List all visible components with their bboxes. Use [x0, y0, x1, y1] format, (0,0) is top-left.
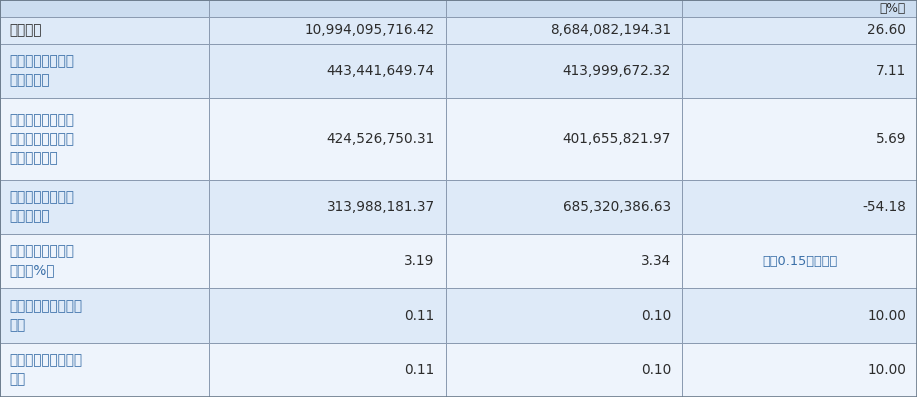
- Bar: [0, 98, 209, 180]
- Bar: [446, 234, 682, 288]
- Bar: [0, 17, 209, 44]
- Text: 10.00: 10.00: [867, 363, 906, 377]
- Bar: [0, 44, 209, 98]
- Bar: [0, 234, 209, 288]
- Bar: [682, 180, 917, 234]
- Text: 443,441,649.74: 443,441,649.74: [326, 64, 435, 78]
- Bar: [209, 288, 446, 343]
- Text: 5.69: 5.69: [876, 132, 906, 146]
- Text: 424,526,750.31: 424,526,750.31: [326, 132, 435, 146]
- Bar: [446, 288, 682, 343]
- Bar: [682, 98, 917, 180]
- Text: 0.11: 0.11: [404, 363, 435, 377]
- Bar: [446, 0, 682, 17]
- Bar: [446, 98, 682, 180]
- Bar: [682, 288, 917, 343]
- Bar: [682, 0, 917, 17]
- Text: 归属于上市公司股
东的扣除非经常性
损益的净利润: 归属于上市公司股 东的扣除非经常性 损益的净利润: [9, 113, 74, 165]
- Text: 基本每股收益（元／
股）: 基本每股收益（元／ 股）: [9, 299, 83, 332]
- Text: 0.11: 0.11: [404, 308, 435, 322]
- Text: -54.18: -54.18: [862, 200, 906, 214]
- Text: 0.10: 0.10: [641, 363, 671, 377]
- Bar: [446, 44, 682, 98]
- Bar: [0, 0, 209, 17]
- Bar: [209, 234, 446, 288]
- Text: 加权平均净资产收
益率（%）: 加权平均净资产收 益率（%）: [9, 245, 74, 278]
- Bar: [209, 0, 446, 17]
- Text: 稀释每股收益（元／
股）: 稀释每股收益（元／ 股）: [9, 353, 83, 386]
- Text: 26.60: 26.60: [867, 23, 906, 37]
- Text: 413,999,672.32: 413,999,672.32: [563, 64, 671, 78]
- Text: 7.11: 7.11: [876, 64, 906, 78]
- Text: 401,655,821.97: 401,655,821.97: [563, 132, 671, 146]
- Text: 10.00: 10.00: [867, 308, 906, 322]
- Text: 经营活动产生的现
金流量净额: 经营活动产生的现 金流量净额: [9, 191, 74, 223]
- Bar: [682, 343, 917, 397]
- Text: 归属于上市公司股
东的净利润: 归属于上市公司股 东的净利润: [9, 54, 74, 87]
- Text: 3.19: 3.19: [404, 254, 435, 268]
- Bar: [209, 17, 446, 44]
- Bar: [682, 44, 917, 98]
- Bar: [682, 234, 917, 288]
- Text: 10,994,095,716.42: 10,994,095,716.42: [304, 23, 435, 37]
- Bar: [209, 98, 446, 180]
- Text: （%）: （%）: [879, 2, 906, 15]
- Text: 313,988,181.37: 313,988,181.37: [326, 200, 435, 214]
- Bar: [209, 44, 446, 98]
- Bar: [0, 288, 209, 343]
- Bar: [446, 180, 682, 234]
- Bar: [446, 343, 682, 397]
- Text: 0.10: 0.10: [641, 308, 671, 322]
- Text: 685,320,386.63: 685,320,386.63: [563, 200, 671, 214]
- Bar: [446, 17, 682, 44]
- Text: 3.34: 3.34: [641, 254, 671, 268]
- Bar: [209, 343, 446, 397]
- Bar: [682, 17, 917, 44]
- Text: 减少0.15个百分点: 减少0.15个百分点: [762, 254, 837, 268]
- Text: 8,684,082,194.31: 8,684,082,194.31: [550, 23, 671, 37]
- Bar: [0, 343, 209, 397]
- Text: 营业收入: 营业收入: [9, 23, 41, 37]
- Bar: [0, 180, 209, 234]
- Bar: [209, 180, 446, 234]
